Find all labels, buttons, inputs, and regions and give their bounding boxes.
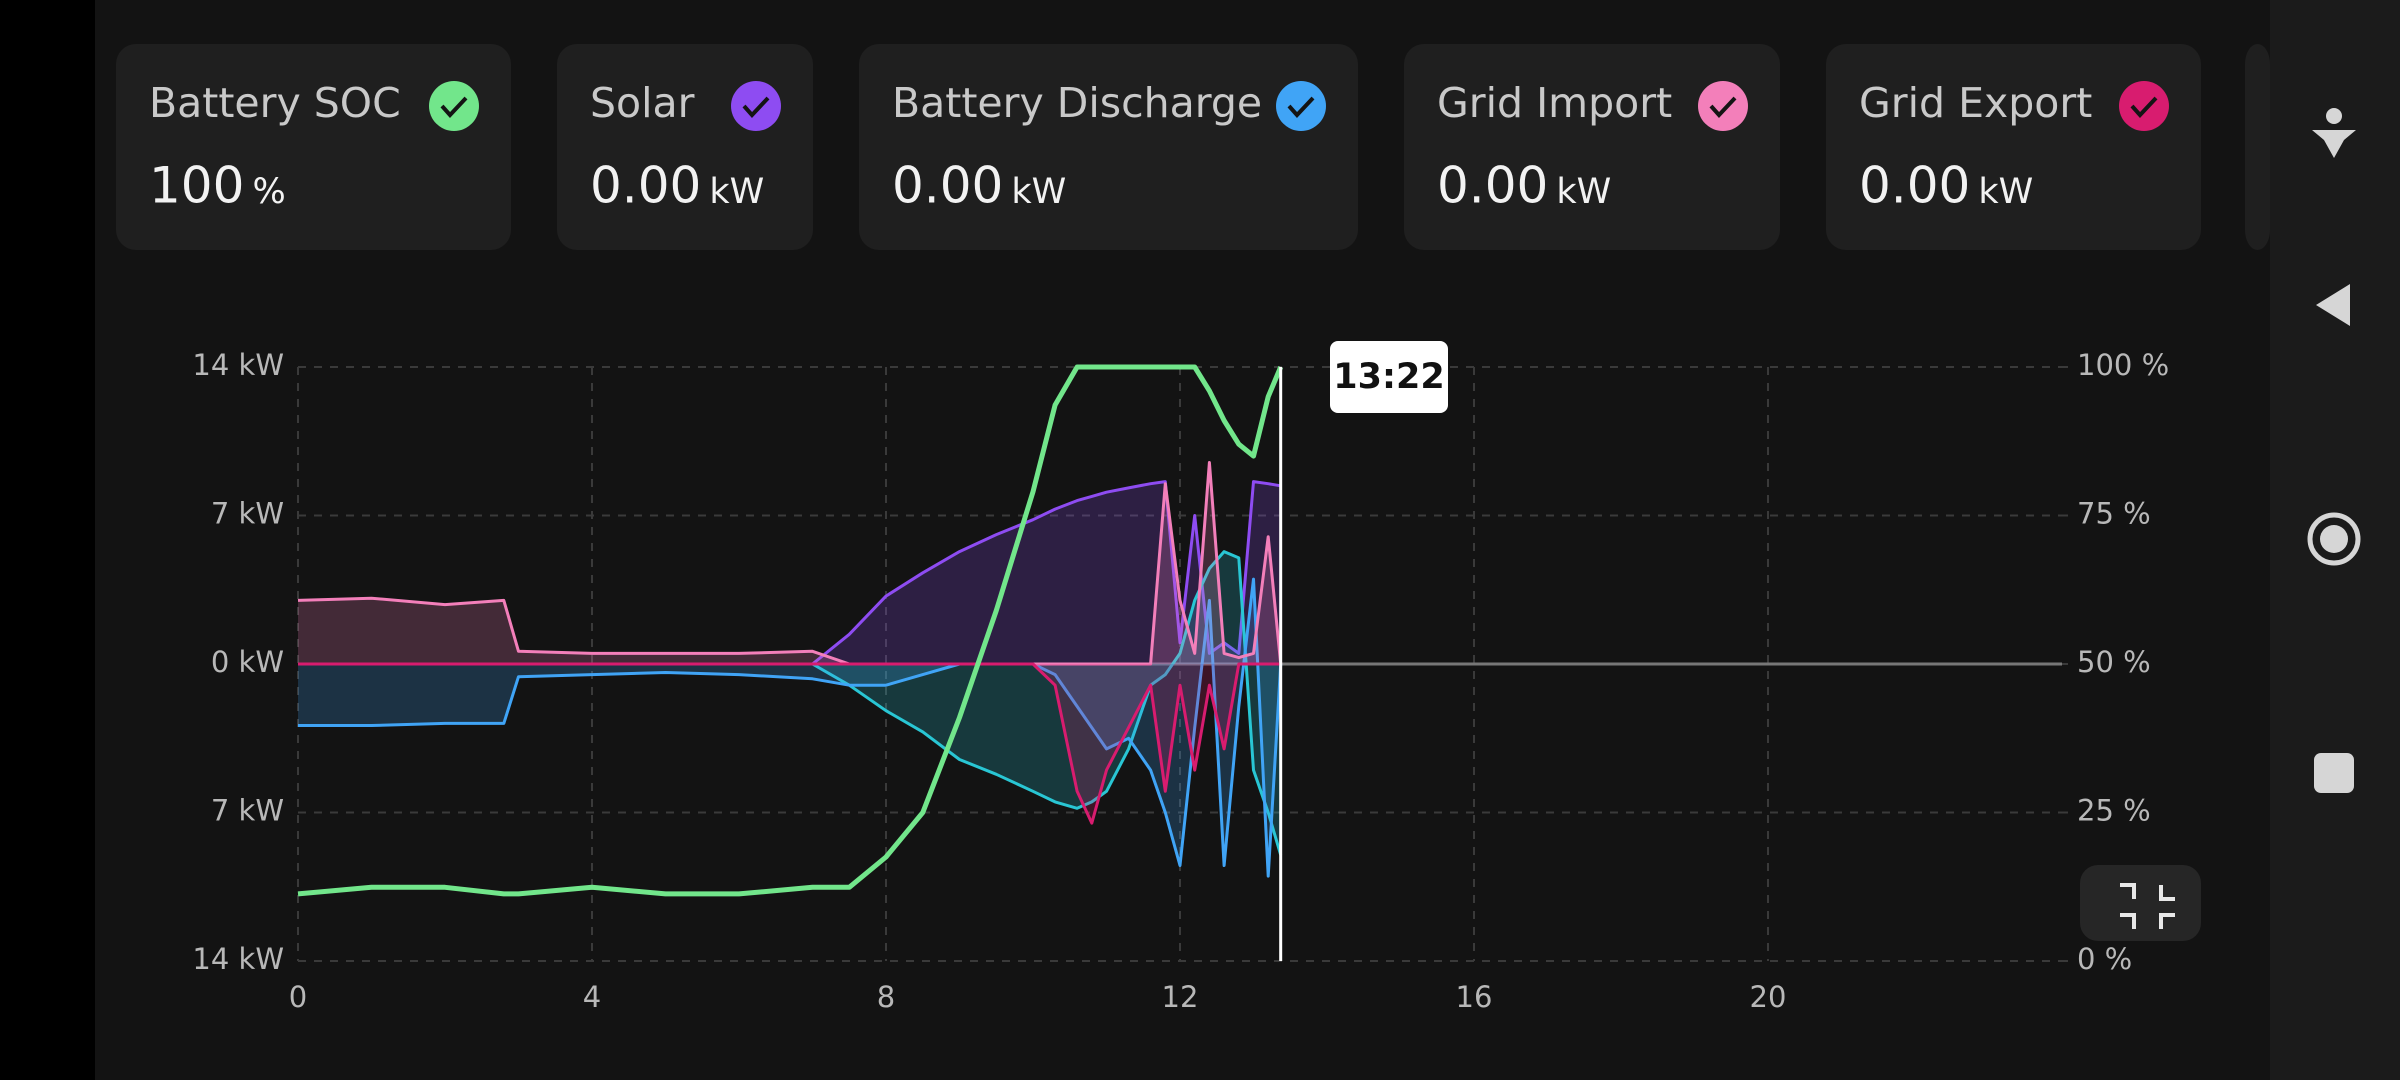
card-background bbox=[1404, 44, 1780, 250]
metric-card[interactable]: Grid Export 0.00 kW bbox=[1826, 44, 2201, 250]
recents-button[interactable] bbox=[2314, 753, 2354, 793]
card-unit: kW bbox=[709, 172, 764, 212]
y-tick-label: 14 kW bbox=[192, 942, 284, 976]
card-check[interactable] bbox=[2119, 81, 2169, 131]
chart: 0 4 8 12 16 20 14 kW 7 kW 0 kW 7 kW 14 kW 100 % 75 %… bbox=[192, 341, 2169, 1014]
check-mark bbox=[1709, 96, 1737, 118]
series-line bbox=[298, 662, 1281, 825]
y-tick-label: 14 kW bbox=[192, 348, 284, 382]
metric-card[interactable]: Battery SOC 100% bbox=[116, 44, 511, 250]
metric-card[interactable]: Battery Discharge 0.00 kW bbox=[859, 44, 1358, 250]
card-unit: kW bbox=[1011, 172, 1066, 212]
series-area bbox=[298, 664, 1281, 824]
card-background bbox=[859, 44, 1358, 250]
card-check[interactable] bbox=[1276, 81, 1326, 131]
check-mark bbox=[1287, 96, 1315, 118]
card-value: 0.00 bbox=[1859, 157, 1970, 215]
check-mark bbox=[2130, 96, 2158, 118]
series-area bbox=[298, 551, 1281, 855]
series-area bbox=[298, 462, 1281, 664]
y-tick-label: 7 kW bbox=[211, 497, 284, 531]
y2-tick-label: 25 % bbox=[2077, 794, 2151, 828]
left-strip bbox=[0, 0, 95, 1080]
y2-tick-label: 0 % bbox=[2077, 942, 2132, 976]
check-mark bbox=[440, 96, 468, 118]
tooltip-box bbox=[1330, 341, 1448, 413]
card-title: Grid Import bbox=[1437, 79, 1672, 127]
metric-card[interactable]: Grid Import 0.00 kW bbox=[1404, 44, 1780, 250]
home-button[interactable] bbox=[2307, 512, 2361, 566]
card-unit: kW bbox=[1978, 172, 2033, 212]
card-background bbox=[557, 44, 813, 250]
card-title: Battery SOC bbox=[149, 79, 401, 127]
x-tick-label: 0 bbox=[289, 980, 307, 1014]
x-tick-label: 20 bbox=[1750, 980, 1787, 1014]
card-unit: kW bbox=[1556, 172, 1611, 212]
card-value: 100 bbox=[149, 157, 244, 215]
check-mark bbox=[742, 96, 770, 118]
partial-card bbox=[2245, 44, 2270, 250]
card-title: Solar bbox=[590, 79, 695, 127]
y2-tick-label: 50 % bbox=[2077, 645, 2151, 679]
y2-tick-label: 100 % bbox=[2077, 348, 2169, 382]
series-line bbox=[298, 577, 1283, 878]
card-check[interactable] bbox=[731, 81, 781, 131]
y-tick-label: 0 kW bbox=[211, 645, 284, 679]
x-tick-label: 16 bbox=[1456, 980, 1493, 1014]
x-tick-label: 12 bbox=[1162, 980, 1199, 1014]
series-line bbox=[297, 461, 1283, 666]
x-tick-label: 8 bbox=[877, 980, 895, 1014]
series-line bbox=[297, 364, 1284, 897]
card-background bbox=[116, 44, 511, 250]
card-check[interactable] bbox=[429, 81, 479, 131]
x-tick-label: 4 bbox=[583, 980, 601, 1014]
metric-card[interactable]: Solar 0.00 kW bbox=[557, 44, 813, 250]
y2-tick-label: 75 % bbox=[2077, 497, 2151, 531]
accessibility-icon[interactable] bbox=[2312, 108, 2356, 158]
card-value: 0.00 bbox=[892, 157, 1003, 215]
series-area bbox=[298, 481, 1281, 664]
card-unit: % bbox=[252, 172, 285, 212]
card-title: Battery Discharge bbox=[892, 79, 1262, 127]
tooltip-text: 13:22 bbox=[1333, 357, 1444, 397]
card-check[interactable] bbox=[1698, 81, 1748, 131]
card-title: Grid Export bbox=[1859, 79, 2092, 127]
card-value: 0.00 bbox=[590, 157, 701, 215]
card-background bbox=[1826, 44, 2201, 250]
exit-fullscreen-button[interactable] bbox=[2080, 865, 2201, 941]
card-value: 0.00 bbox=[1437, 157, 1548, 215]
back-button[interactable] bbox=[2316, 284, 2350, 326]
y-tick-label: 7 kW bbox=[211, 794, 284, 828]
